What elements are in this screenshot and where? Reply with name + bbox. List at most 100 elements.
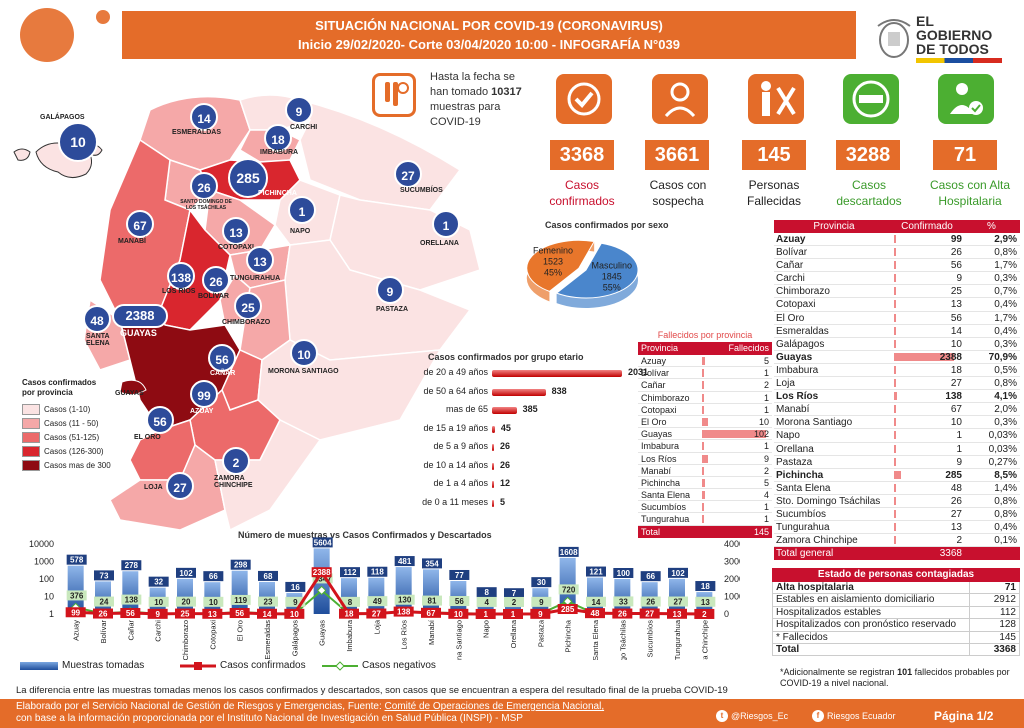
negatives-value-label: 720 xyxy=(562,585,576,594)
flag-color-bar xyxy=(916,58,1002,63)
map-label-loja: LOJA xyxy=(144,484,163,491)
samples-label-bg xyxy=(695,581,716,592)
province-percent: 70,9% xyxy=(988,351,1017,363)
age-value-label: 26 xyxy=(500,459,511,470)
samples-label-bg xyxy=(230,559,251,570)
confirmed-value-label: 9 xyxy=(538,610,543,619)
samples-bar xyxy=(423,569,439,614)
negatives-value-label: 49 xyxy=(373,597,382,606)
map-label-imbabura: IMBABURA xyxy=(260,149,299,156)
deaths-table-row: Cotopaxi 1 xyxy=(638,404,772,416)
samples-value-label: 66 xyxy=(646,572,655,581)
confirmed-point xyxy=(503,608,523,619)
province-bar xyxy=(894,457,896,466)
negatives-label-bg xyxy=(367,596,388,607)
deaths-value: 2 xyxy=(763,465,769,476)
twitter-link[interactable]: t @Riesgos_Ec xyxy=(716,710,788,722)
x-category-label: Loja xyxy=(372,619,381,634)
province-confirmed-cell: 10 xyxy=(892,338,966,350)
deaths-table-row: Tungurahua 1 xyxy=(638,513,772,526)
province-confirmed-cell: 27 xyxy=(892,377,966,389)
y-left-tick: 10 xyxy=(44,592,54,602)
map-label-sto-domingo: SANTO DOMINGO DE LOS TSÁCHILAS xyxy=(180,199,232,211)
confirmed-value-label: 9 xyxy=(155,610,160,619)
samples-count: 10317 xyxy=(491,86,522,98)
person-x-icon xyxy=(748,74,804,124)
age-category-label: de 50 a 64 años xyxy=(423,385,488,396)
negatives-value-label: 2 xyxy=(512,598,517,607)
deaths-value: 10 xyxy=(758,416,769,427)
province-confirmed: 14 xyxy=(950,325,962,337)
confirmed-point xyxy=(667,608,687,619)
samples-value-label: 1608 xyxy=(560,548,578,557)
province-confirmed: 10 xyxy=(950,338,962,350)
x-category-label: Carchi xyxy=(154,620,163,642)
kpi-discharged-value: 71 xyxy=(933,140,997,170)
deaths-value: 102 xyxy=(753,429,769,440)
confirmed-point xyxy=(393,606,414,617)
province-name: Zamora Chinchipe xyxy=(776,535,858,547)
deaths-value-cell: 1 xyxy=(700,440,772,451)
deaths-value: 4 xyxy=(763,490,769,501)
deaths-bar xyxy=(702,478,706,487)
x-category-label: Imbabura xyxy=(345,619,354,652)
samples-value-label: 16 xyxy=(291,583,300,592)
legend-swatch xyxy=(22,445,40,457)
deaths-bar xyxy=(702,491,705,500)
province-bar xyxy=(894,392,898,401)
map-bubble-pastaza: 9 xyxy=(376,276,404,304)
province-name: Bolívar xyxy=(776,247,808,259)
samples-value-label: 66 xyxy=(209,572,218,581)
samples-label-bg xyxy=(668,567,688,578)
deaths-bar xyxy=(702,393,704,402)
map-label-manabi: MANABÍ xyxy=(118,238,146,245)
map-bubble-tungurahua: 13 xyxy=(246,246,274,274)
map-bubble-cotopaxi: 13 xyxy=(222,217,250,245)
combo-legend-negative: Casos negativos xyxy=(322,660,436,671)
confirmed-point xyxy=(366,608,387,619)
age-value-label: 385 xyxy=(522,404,538,414)
virus-illustration xyxy=(20,8,74,62)
province-bar xyxy=(894,261,896,270)
confirmed-point xyxy=(202,608,223,619)
province-confirmed: 27 xyxy=(950,378,962,390)
confirmed-line xyxy=(75,569,705,616)
confirmed-value-label: 67 xyxy=(427,609,436,618)
negatives-label-bg xyxy=(121,594,142,605)
negatives-label-bg xyxy=(449,596,470,607)
facebook-link[interactable]: f Riesgos Ecuador xyxy=(812,710,896,722)
samples-value-label: 73 xyxy=(100,571,109,580)
legend-swatch xyxy=(22,417,40,429)
deaths-value-cell: 10 xyxy=(700,416,772,427)
province-percent: 0,8% xyxy=(994,378,1017,390)
province-name: Esmeraldas xyxy=(776,325,829,337)
map-bubble-sucumbios: 27 xyxy=(394,160,422,188)
kpi-deaths-value: 145 xyxy=(742,140,806,170)
kpi-discarded-label: Casos descartados xyxy=(836,178,902,208)
province-bar xyxy=(894,418,896,427)
x-category-label: Galápagos xyxy=(290,620,299,657)
combo-legend-samples: Muestras tomadas xyxy=(20,660,144,671)
samples-label-bg xyxy=(312,537,333,548)
legend-item-label: Casos (11 - 50) xyxy=(44,418,99,428)
footer-source: Elaborado por el Servicio Nacional de Ge… xyxy=(16,701,605,724)
deaths-province: Bolívar xyxy=(641,368,670,379)
age-value-label: 838 xyxy=(551,385,567,396)
confirmed-value-label: 48 xyxy=(591,609,600,618)
province-table-row: Morona Santiago 10 0,3% xyxy=(774,416,1020,430)
province-confirmed: 2388 xyxy=(939,351,962,363)
y-right-tick: 0 xyxy=(724,609,729,619)
province-confirmed-cell: 99 xyxy=(892,233,966,245)
deaths-bar xyxy=(702,369,704,378)
deaths-value: 1 xyxy=(763,392,769,403)
map-label-carchi: CARCHI xyxy=(290,124,318,131)
confirmed-value-label: 56 xyxy=(126,609,135,618)
province-bar xyxy=(894,523,896,532)
legend-swatch xyxy=(22,431,40,443)
twitter-icon: t xyxy=(716,710,728,722)
deaths-table-row: Los Ríos 9 xyxy=(638,453,772,465)
province-percent: 0,3% xyxy=(994,338,1017,350)
deaths-province: Santa Elena xyxy=(641,490,691,501)
province-table-row: Sto. Domingo Tsáchilas 26 0,8% xyxy=(774,495,1020,508)
y-left-tick: 100 xyxy=(39,574,54,584)
